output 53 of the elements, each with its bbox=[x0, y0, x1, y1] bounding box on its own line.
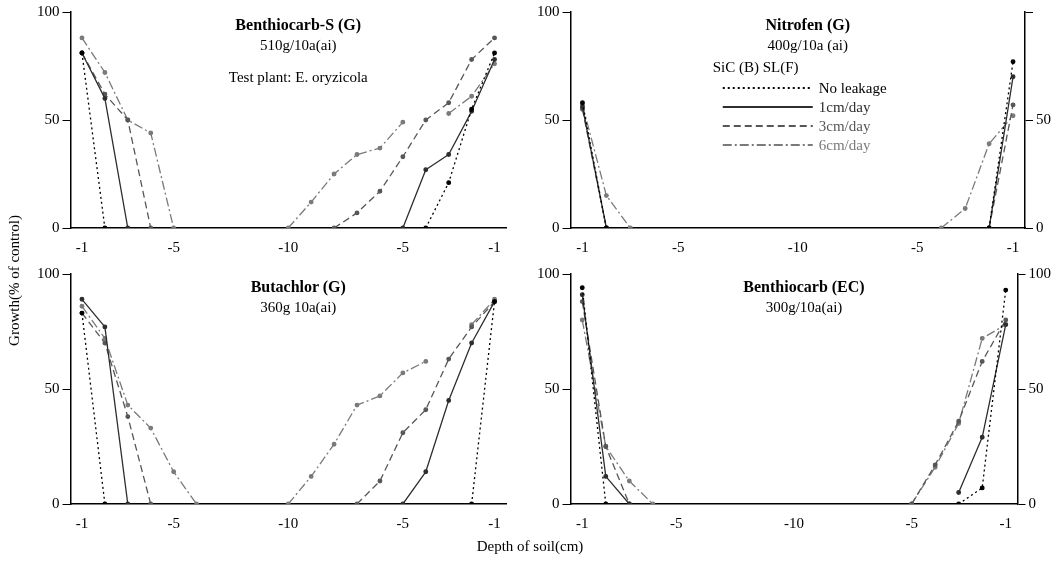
y-tick-label: 50 bbox=[44, 110, 60, 127]
y-tick-label: 50 bbox=[544, 110, 560, 127]
text: 400g/10a (ai) bbox=[767, 36, 848, 54]
y-tick-label: 0 bbox=[552, 218, 560, 235]
chart-title: Butachlor (G) bbox=[250, 278, 346, 297]
x-tick-label: -5 bbox=[396, 238, 410, 255]
x-tick-label: -1 bbox=[576, 238, 589, 255]
text: 3cm/day bbox=[818, 117, 871, 134]
y-tick-label: 50 bbox=[44, 379, 60, 396]
x-tick-label: -10 bbox=[784, 514, 804, 531]
x-tick-label: -10 bbox=[278, 514, 299, 531]
y-tick-label: 0 bbox=[552, 494, 560, 511]
y-tick-label: 50 bbox=[544, 379, 560, 396]
x-tick-label: -5 bbox=[671, 238, 685, 255]
chart-title: Benthiocarb-S (G) bbox=[235, 16, 362, 35]
x-tick-label: -1 bbox=[576, 514, 589, 531]
y-tick-label: 100 bbox=[537, 2, 560, 19]
text: 360g 10a(ai) bbox=[260, 298, 337, 316]
x-tick-label: -5 bbox=[670, 514, 683, 531]
text: No leakage bbox=[818, 79, 887, 96]
y2-tick-label: 0 bbox=[1036, 218, 1044, 235]
x-axis-title: Depth of soil(cm) bbox=[475, 538, 585, 555]
y-tick-label: 100 bbox=[37, 2, 60, 19]
text: 300g/10a(ai) bbox=[765, 298, 843, 316]
y-tick-label: 100 bbox=[537, 264, 560, 281]
x-tick-label: -10 bbox=[278, 238, 299, 255]
y-axis-title: Growth(% of control) bbox=[5, 214, 23, 346]
x-tick-label: -1 bbox=[488, 238, 501, 255]
text: 1cm/day bbox=[818, 98, 871, 115]
y-tick-label: 100 bbox=[37, 264, 60, 281]
annotation: Test plant: E. oryzicola bbox=[228, 68, 369, 85]
x-tick-label: -1 bbox=[488, 514, 501, 531]
y-tick-label: 0 bbox=[52, 218, 60, 235]
chart-title: Nitrofen (G) bbox=[765, 16, 851, 35]
y2-tick-label: 50 bbox=[1036, 110, 1051, 127]
x-tick-label: -1 bbox=[1006, 238, 1020, 255]
text: 510g/10a(ai) bbox=[259, 36, 337, 54]
y2-tick-label: 100 bbox=[1028, 264, 1051, 281]
y2-tick-label: 0 bbox=[1028, 494, 1036, 511]
text: 6cm/day bbox=[818, 136, 871, 153]
x-tick-label: -5 bbox=[905, 514, 918, 531]
x-tick-label: -1 bbox=[75, 238, 89, 255]
x-tick-label: -1 bbox=[999, 514, 1012, 531]
x-tick-label: -5 bbox=[911, 238, 924, 255]
chart-title: Benthiocarb (EC) bbox=[743, 278, 865, 297]
x-tick-label: -1 bbox=[75, 514, 89, 531]
x-tick-label: -5 bbox=[167, 514, 180, 531]
x-tick-label: -5 bbox=[167, 238, 180, 255]
y-tick-label: 0 bbox=[52, 494, 60, 511]
x-tick-label: -5 bbox=[396, 514, 410, 531]
legend-title: SiC (B) SL(F) bbox=[712, 58, 799, 76]
x-tick-label: -10 bbox=[787, 238, 808, 255]
y2-tick-label: 50 bbox=[1028, 379, 1044, 396]
